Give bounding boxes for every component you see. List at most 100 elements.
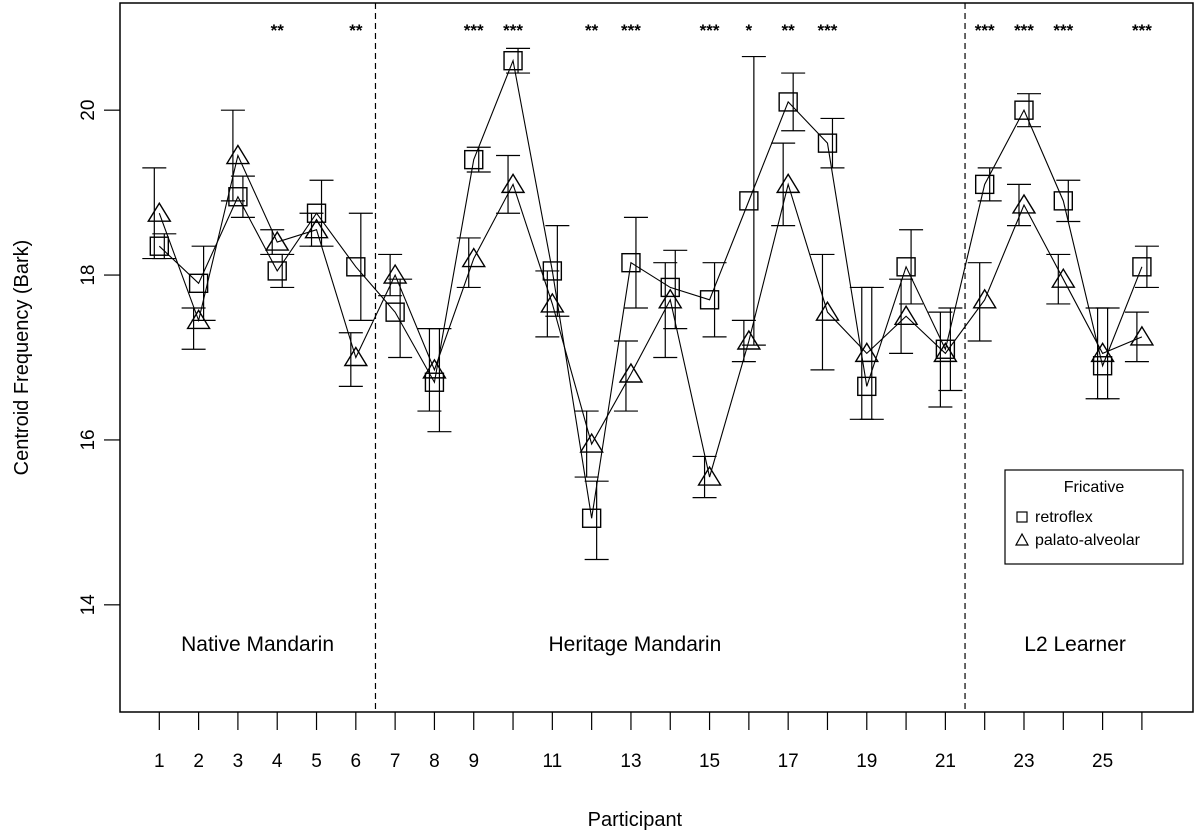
- y-tick-label: 16: [78, 429, 99, 450]
- point-triangle: [382, 263, 408, 284]
- series-line: [158, 153, 1143, 478]
- legend-entry-triangle: palato-alveolar: [1014, 532, 1141, 549]
- point-triangle: [579, 432, 604, 453]
- x-tick-label: 2: [193, 751, 204, 772]
- point-square: [935, 339, 956, 359]
- legend-label: retroflex: [1035, 509, 1093, 526]
- point-square: [857, 376, 877, 397]
- point-square: [1014, 100, 1034, 120]
- point-square: [346, 257, 366, 277]
- point-square: [739, 191, 759, 211]
- group-labels: Native Mandarin Heritage Mandarin L2 Learn…: [181, 633, 1126, 656]
- significance-markers: ** ** *** *** ** *** *** * ** *** *** *** *** ***: [271, 21, 1153, 40]
- point-triangle: [540, 292, 565, 313]
- y-tick-label: 14: [78, 594, 99, 616]
- point-square: [896, 257, 916, 277]
- significance-star: ***: [1014, 21, 1034, 40]
- x-tick-label: 13: [620, 751, 641, 772]
- x-tick-label: 7: [390, 751, 401, 772]
- point-triangle: [1011, 193, 1037, 214]
- legend-entry-square: retroflex: [1016, 509, 1093, 526]
- point-triangle: [933, 342, 958, 363]
- point-triangle: [264, 230, 290, 251]
- x-tick-label: 4: [272, 751, 283, 772]
- legend-entries: retroflex palato-alveolar: [1014, 509, 1141, 549]
- point-square: [1092, 356, 1113, 376]
- significance-star: **: [271, 21, 285, 40]
- point-triangle: [1129, 325, 1155, 346]
- significance-star: *: [746, 21, 753, 40]
- legend-square-icon: [1016, 511, 1028, 523]
- series-line: [158, 58, 1143, 519]
- point-triangle: [225, 144, 251, 165]
- point-triangle: [1090, 342, 1115, 363]
- point-triangle: [500, 173, 526, 194]
- x-tick-label: 17: [778, 751, 799, 772]
- legend-triangle-icon: [1014, 532, 1030, 546]
- significance-star: ***: [621, 21, 641, 40]
- x-tick-label: 3: [233, 751, 244, 772]
- point-square: [385, 302, 405, 322]
- point-square: [621, 252, 641, 273]
- point-square: [699, 290, 720, 310]
- significance-star: ***: [818, 21, 838, 40]
- significance-star: **: [585, 21, 599, 40]
- significance-star: **: [349, 21, 363, 40]
- point-triangle: [775, 173, 801, 194]
- group-label: Heritage Mandarin: [549, 633, 722, 656]
- group-dividers: [374, 3, 966, 712]
- point-triangle: [618, 362, 644, 383]
- significance-star: ***: [464, 21, 484, 40]
- x-tick-label: 21: [935, 751, 956, 772]
- significance-star: ***: [1132, 21, 1152, 40]
- x-tick-label: 5: [311, 751, 322, 772]
- significance-star: ***: [700, 21, 720, 40]
- series-triangle: [142, 109, 1155, 499]
- y-axis-title: Centroid Frequency (Bark): [11, 240, 33, 476]
- point-square: [424, 372, 445, 392]
- point-triangle: [658, 288, 683, 309]
- significance-star: ***: [975, 21, 995, 40]
- point-triangle: [815, 300, 840, 321]
- point-triangle: [343, 346, 369, 367]
- point-square: [660, 277, 680, 298]
- point-triangle: [697, 465, 722, 486]
- significance-star: ***: [1053, 21, 1073, 40]
- point-triangle: [1051, 267, 1076, 288]
- x-axis: 1 2 3 4 5 6 7 8 9 11 13 15 17 19 21 23 25: [154, 711, 1143, 772]
- significance-star: **: [782, 21, 796, 40]
- point-triangle: [854, 342, 880, 363]
- x-tick-label: 23: [1013, 751, 1034, 772]
- legend-box: [1004, 469, 1184, 565]
- x-tick-label: 11: [542, 751, 562, 772]
- point-triangle: [422, 358, 447, 379]
- x-tick-label: 8: [429, 751, 440, 772]
- y-axis: 14 16 18 20: [78, 100, 120, 616]
- point-square: [581, 508, 602, 528]
- x-tick-label: 1: [154, 751, 165, 772]
- point-square: [267, 261, 287, 281]
- x-tick-label: 15: [699, 751, 720, 772]
- point-triangle: [893, 304, 919, 325]
- point-square: [464, 149, 484, 170]
- point-square: [974, 174, 995, 195]
- legend: Fricative retroflex palato-alveolar: [1004, 469, 1184, 565]
- point-square: [778, 92, 798, 112]
- point-square: [149, 236, 170, 256]
- point-triangle: [304, 218, 329, 239]
- legend-title: Fricative: [1064, 479, 1125, 496]
- point-triangle: [147, 201, 172, 222]
- point-triangle: [186, 309, 211, 330]
- legend-label: palato-alveolar: [1035, 532, 1141, 549]
- point-square: [503, 51, 523, 71]
- x-tick-label: 19: [856, 751, 877, 772]
- point-triangle: [736, 329, 762, 350]
- group-label: L2 Learner: [1024, 633, 1126, 656]
- x-tick-label: 6: [351, 751, 362, 772]
- group-label: Native Mandarin: [181, 633, 334, 656]
- point-square: [1053, 191, 1073, 211]
- y-tick-label: 20: [78, 100, 99, 121]
- point-square: [817, 133, 838, 153]
- y-tick-label: 18: [78, 264, 99, 285]
